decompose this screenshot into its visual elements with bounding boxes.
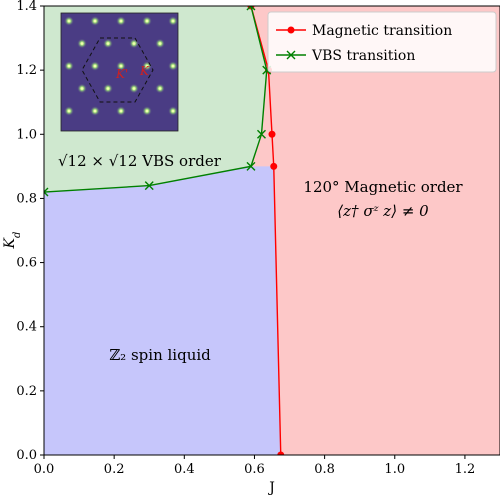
series-1-point-1 (144, 181, 154, 191)
inset-peak-core-19 (93, 109, 97, 113)
inset-peak-core-9 (67, 64, 71, 68)
series-0-point-1 (270, 162, 278, 170)
inset-hexagon (81, 37, 154, 103)
inset-peak-core-14 (80, 87, 84, 90)
inset-peak-core-11 (119, 64, 123, 68)
inset-peak-core-2 (119, 19, 123, 23)
inset-peak-core-10 (93, 64, 97, 68)
inset-peak-core-16 (132, 87, 136, 90)
y-tick-label-0: 0.0 (16, 448, 37, 463)
inset-peak-core-22 (171, 109, 175, 113)
series-1-point-3 (256, 129, 266, 139)
inset-peak-core-4 (171, 19, 175, 23)
x-tick-label-2: 0.4 (174, 462, 195, 477)
inset-peak-core-17 (158, 87, 162, 90)
y-axis-label: Kd (2, 232, 23, 250)
inset-peak-core-7 (132, 42, 136, 45)
inset-peak-core-15 (106, 87, 110, 90)
series-1-point-2 (246, 161, 256, 171)
inset-label-k: K (139, 64, 150, 78)
inset-peak-core-21 (145, 109, 149, 113)
y-tick-label-5: 1.0 (16, 127, 37, 142)
x-tick-label-4: 0.8 (314, 462, 335, 477)
series-1-point-0 (44, 187, 49, 197)
y-axis-ticks: 0.0 0.2 0.4 0.6 0.8 1.0 1.2 1.4 (16, 0, 44, 463)
legend: Magnetic transition VBS transition (267, 11, 497, 73)
x-tick-label-5: 1.0 (384, 462, 405, 477)
inset-peak-core-5 (80, 42, 84, 45)
inset-peak-core-3 (145, 19, 149, 23)
y-tick-label-3: 0.6 (16, 256, 37, 271)
inset-peak-core-13 (171, 64, 175, 68)
inset-heatmap: K' K (60, 12, 179, 132)
x-tick-label-6: 1.2 (455, 462, 476, 477)
series-line-1 (44, 6, 268, 193)
inset-peak-core-6 (106, 42, 110, 45)
x-tick-label-1: 0.2 (104, 462, 125, 477)
series-0-point-2 (268, 130, 276, 138)
legend-vbs: VBS transition (311, 48, 415, 64)
y-tick-label-1: 0.2 (16, 384, 37, 399)
series-1-point-5 (246, 6, 256, 11)
plot-frame (43, 5, 500, 456)
inset-peak-core-20 (119, 109, 123, 113)
region-label-spin-liquid: ℤ₂ spin liquid (109, 346, 211, 364)
inset-peak-core-1 (93, 19, 97, 23)
inset-peak-core-8 (158, 42, 162, 45)
y-tick-label-2: 0.4 (16, 320, 37, 335)
x-axis-label: J (267, 480, 275, 496)
y-tick-label-6: 1.2 (16, 63, 37, 78)
inset-peak-core-0 (67, 19, 71, 23)
inset-peaks (64, 16, 178, 116)
region-label-vbs: √12 × √12 VBS order (58, 152, 222, 170)
y-tick-label-7: 1.4 (16, 0, 37, 14)
x-tick-label-0: 0.0 (34, 462, 55, 477)
inset-peak-core-18 (67, 109, 71, 113)
inset-label-kprime: K' (115, 67, 128, 81)
legend-magnetic: Magnetic transition (312, 23, 452, 39)
series-0-point-0 (277, 451, 285, 455)
y-tick-label-4: 0.8 (16, 191, 37, 206)
region-spin-liquid (44, 166, 281, 455)
region-label-magnetic-2: ⟨z† σᶻ z⟩ ≠ 0 (337, 202, 429, 220)
inset-peak-core-12 (145, 64, 149, 68)
x-tick-label-3: 0.6 (244, 462, 265, 477)
x-axis-ticks: 0.0 0.2 0.4 0.6 0.8 1.0 1.2 (34, 455, 476, 477)
region-label-magnetic-1: 120° Magnetic order (303, 178, 463, 196)
